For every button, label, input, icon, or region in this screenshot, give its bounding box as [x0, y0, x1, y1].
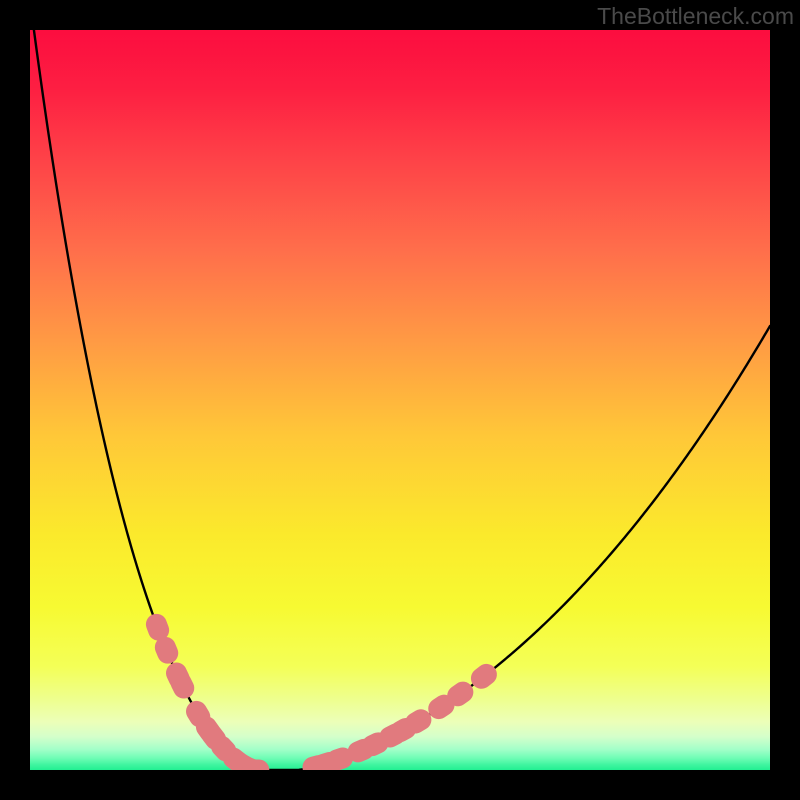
watermark-text: TheBottleneck.com: [597, 3, 794, 30]
chart-container: TheBottleneck.com: [0, 0, 800, 800]
gradient-plot-area: [30, 30, 770, 770]
bottleneck-chart: [0, 0, 800, 800]
